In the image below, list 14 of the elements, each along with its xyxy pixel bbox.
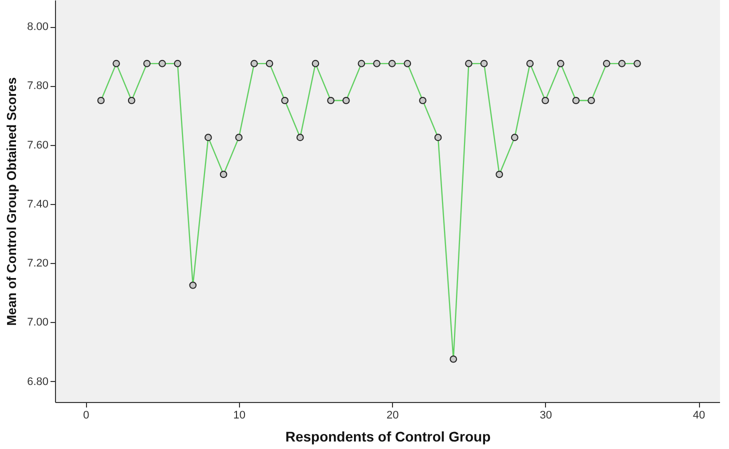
x-tick-label: 20 [386,410,399,422]
y-tick-label: 8.00 [27,21,48,34]
y-axis-title: Mean of Control Group Obtained Scores [4,77,20,326]
y-tick-label: 6.80 [27,376,48,388]
x-tick-label: 40 [692,410,706,422]
x-tick-label: 0 [83,410,90,422]
y-tick-label: 7.60 [27,139,48,152]
x-tick-label: 30 [540,410,552,422]
y-tick-label: 7.40 [27,198,48,210]
x-tick-label: 10 [233,410,246,422]
y-tick-label: 7.80 [27,80,48,92]
y-tick-label: 7.20 [27,258,48,270]
y-tick-label: 7.00 [27,316,48,329]
x-axis-title: Respondents of Control Group [285,428,491,444]
